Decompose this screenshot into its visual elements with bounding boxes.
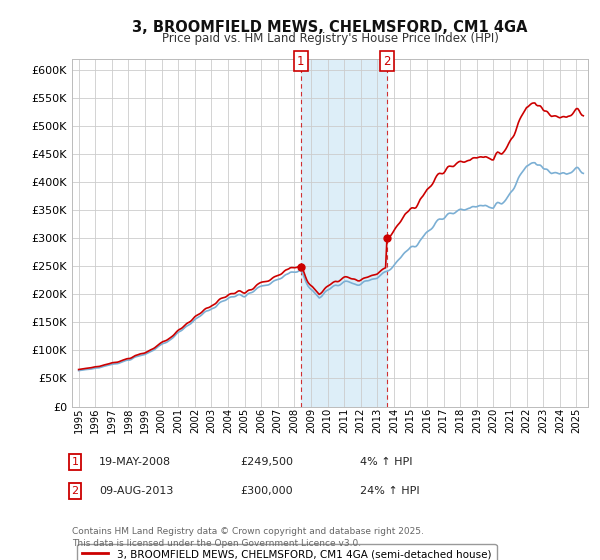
Text: 09-AUG-2013: 09-AUG-2013	[99, 486, 173, 496]
Text: 2: 2	[71, 486, 79, 496]
Text: 4% ↑ HPI: 4% ↑ HPI	[360, 457, 413, 467]
Text: £249,500: £249,500	[240, 457, 293, 467]
Text: 19-MAY-2008: 19-MAY-2008	[99, 457, 171, 467]
Text: Price paid vs. HM Land Registry's House Price Index (HPI): Price paid vs. HM Land Registry's House …	[161, 32, 499, 45]
Bar	[301, 59, 387, 407]
Text: £300,000: £300,000	[240, 486, 293, 496]
Text: 24% ↑ HPI: 24% ↑ HPI	[360, 486, 419, 496]
Text: 1: 1	[71, 457, 79, 467]
Text: 1: 1	[297, 54, 304, 68]
Text: 2: 2	[383, 54, 391, 68]
Text: Contains HM Land Registry data © Crown copyright and database right 2025.
This d: Contains HM Land Registry data © Crown c…	[72, 527, 424, 548]
Legend: 3, BROOMFIELD MEWS, CHELMSFORD, CM1 4GA (semi-detached house), HPI: Average pric: 3, BROOMFIELD MEWS, CHELMSFORD, CM1 4GA …	[77, 544, 497, 560]
Text: 3, BROOMFIELD MEWS, CHELMSFORD, CM1 4GA: 3, BROOMFIELD MEWS, CHELMSFORD, CM1 4GA	[132, 20, 528, 35]
